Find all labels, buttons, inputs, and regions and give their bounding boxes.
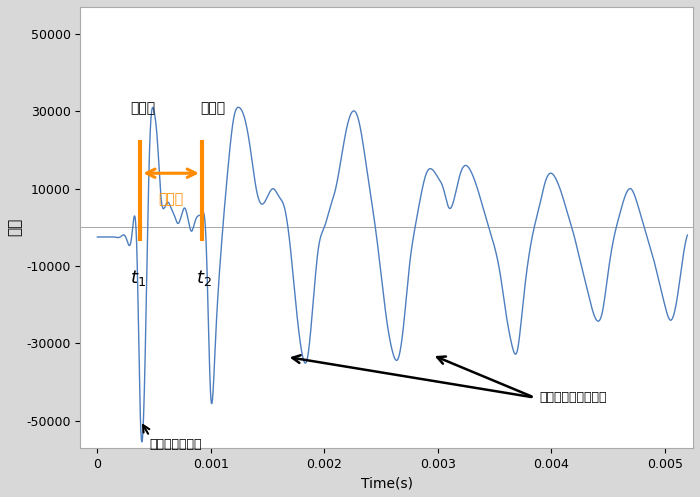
Text: 第１波: 第１波 bbox=[130, 101, 155, 115]
Text: 先端反射波のピーク: 先端反射波のピーク bbox=[540, 391, 608, 404]
Text: 打撃力のピーク: 打撃力のピーク bbox=[150, 438, 202, 451]
Text: 時間差: 時間差 bbox=[158, 192, 183, 207]
Text: $t_2$: $t_2$ bbox=[196, 268, 212, 288]
Y-axis label: 速度: 速度 bbox=[7, 218, 22, 237]
Text: $t_1$: $t_1$ bbox=[130, 268, 146, 288]
Text: 第２波: 第２波 bbox=[200, 101, 225, 115]
X-axis label: Time(s): Time(s) bbox=[360, 476, 413, 490]
